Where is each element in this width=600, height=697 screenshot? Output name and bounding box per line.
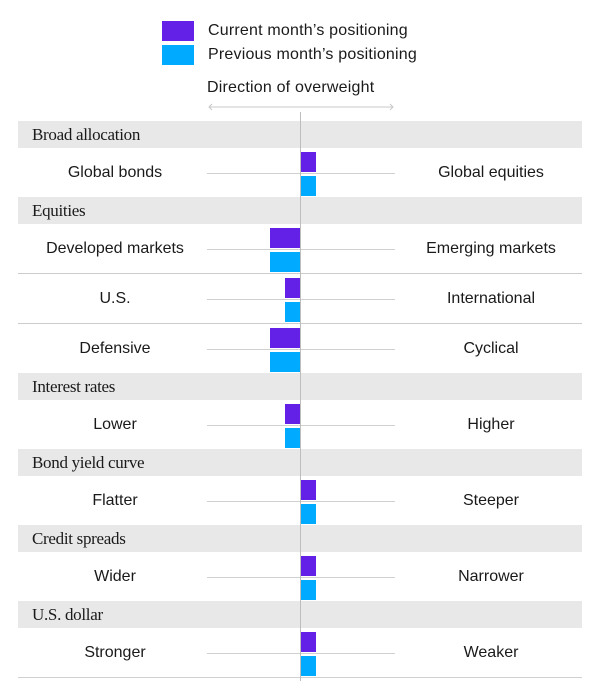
right-label: Weaker	[463, 643, 519, 661]
previous-swatch	[162, 45, 194, 65]
current-bar	[285, 404, 301, 424]
track-line	[207, 249, 395, 250]
right-label: Steeper	[462, 491, 520, 509]
left-label: Developed markets	[46, 239, 184, 257]
previous-bar	[269, 252, 301, 272]
left-label: Stronger	[84, 643, 146, 661]
legend-label-current: Current month’s positioning	[208, 22, 408, 39]
right-label: Emerging markets	[426, 239, 556, 257]
track-line	[207, 349, 395, 350]
current-bar	[269, 228, 301, 248]
right-label: International	[446, 289, 536, 307]
chart-row: Flatter Steeper	[18, 476, 582, 525]
current-swatch	[162, 21, 194, 41]
legend-item-previous: Previous month’s positioning	[162, 43, 417, 67]
chart-row: Defensive Cyclical	[18, 324, 582, 373]
left-label: U.S.	[99, 289, 131, 307]
chart-row: Global bonds Global equities	[18, 148, 582, 197]
right-label: Higher	[467, 415, 515, 433]
left-label: Flatter	[92, 491, 138, 509]
chart-row: Stronger Weaker	[18, 628, 582, 677]
direction-label: Direction of overweight	[207, 79, 375, 96]
chart-row: Lower Higher	[18, 400, 582, 449]
left-label: Defensive	[79, 339, 151, 357]
right-label: Narrower	[458, 567, 524, 585]
right-label: Cyclical	[463, 339, 519, 357]
track-line	[207, 501, 395, 502]
current-bar	[300, 556, 316, 576]
right-label: Global equities	[438, 163, 544, 181]
previous-bar	[300, 580, 316, 600]
track-line	[207, 299, 395, 300]
double-arrow-icon	[208, 103, 394, 111]
track-line	[207, 173, 395, 174]
left-label: Lower	[93, 415, 137, 433]
track-line	[207, 425, 395, 426]
previous-bar	[269, 352, 301, 372]
current-bar	[285, 278, 301, 298]
legend-label-previous: Previous month’s positioning	[208, 46, 417, 63]
current-bar	[300, 480, 316, 500]
current-bar	[300, 632, 316, 652]
current-bar	[300, 152, 316, 172]
previous-bar	[300, 656, 316, 676]
legend-item-current: Current month’s positioning	[162, 19, 417, 43]
previous-bar	[285, 302, 301, 322]
legend: Current month’s positioning Previous mon…	[162, 19, 417, 67]
previous-bar	[300, 504, 316, 524]
previous-bar	[300, 176, 316, 196]
track-line	[207, 577, 395, 578]
left-label: Global bonds	[67, 163, 163, 181]
current-bar	[269, 328, 301, 348]
left-label: Wider	[94, 567, 136, 585]
previous-bar	[285, 428, 301, 448]
track-line	[207, 653, 395, 654]
center-axis	[300, 112, 301, 681]
chart-row: Wider Narrower	[18, 552, 582, 601]
